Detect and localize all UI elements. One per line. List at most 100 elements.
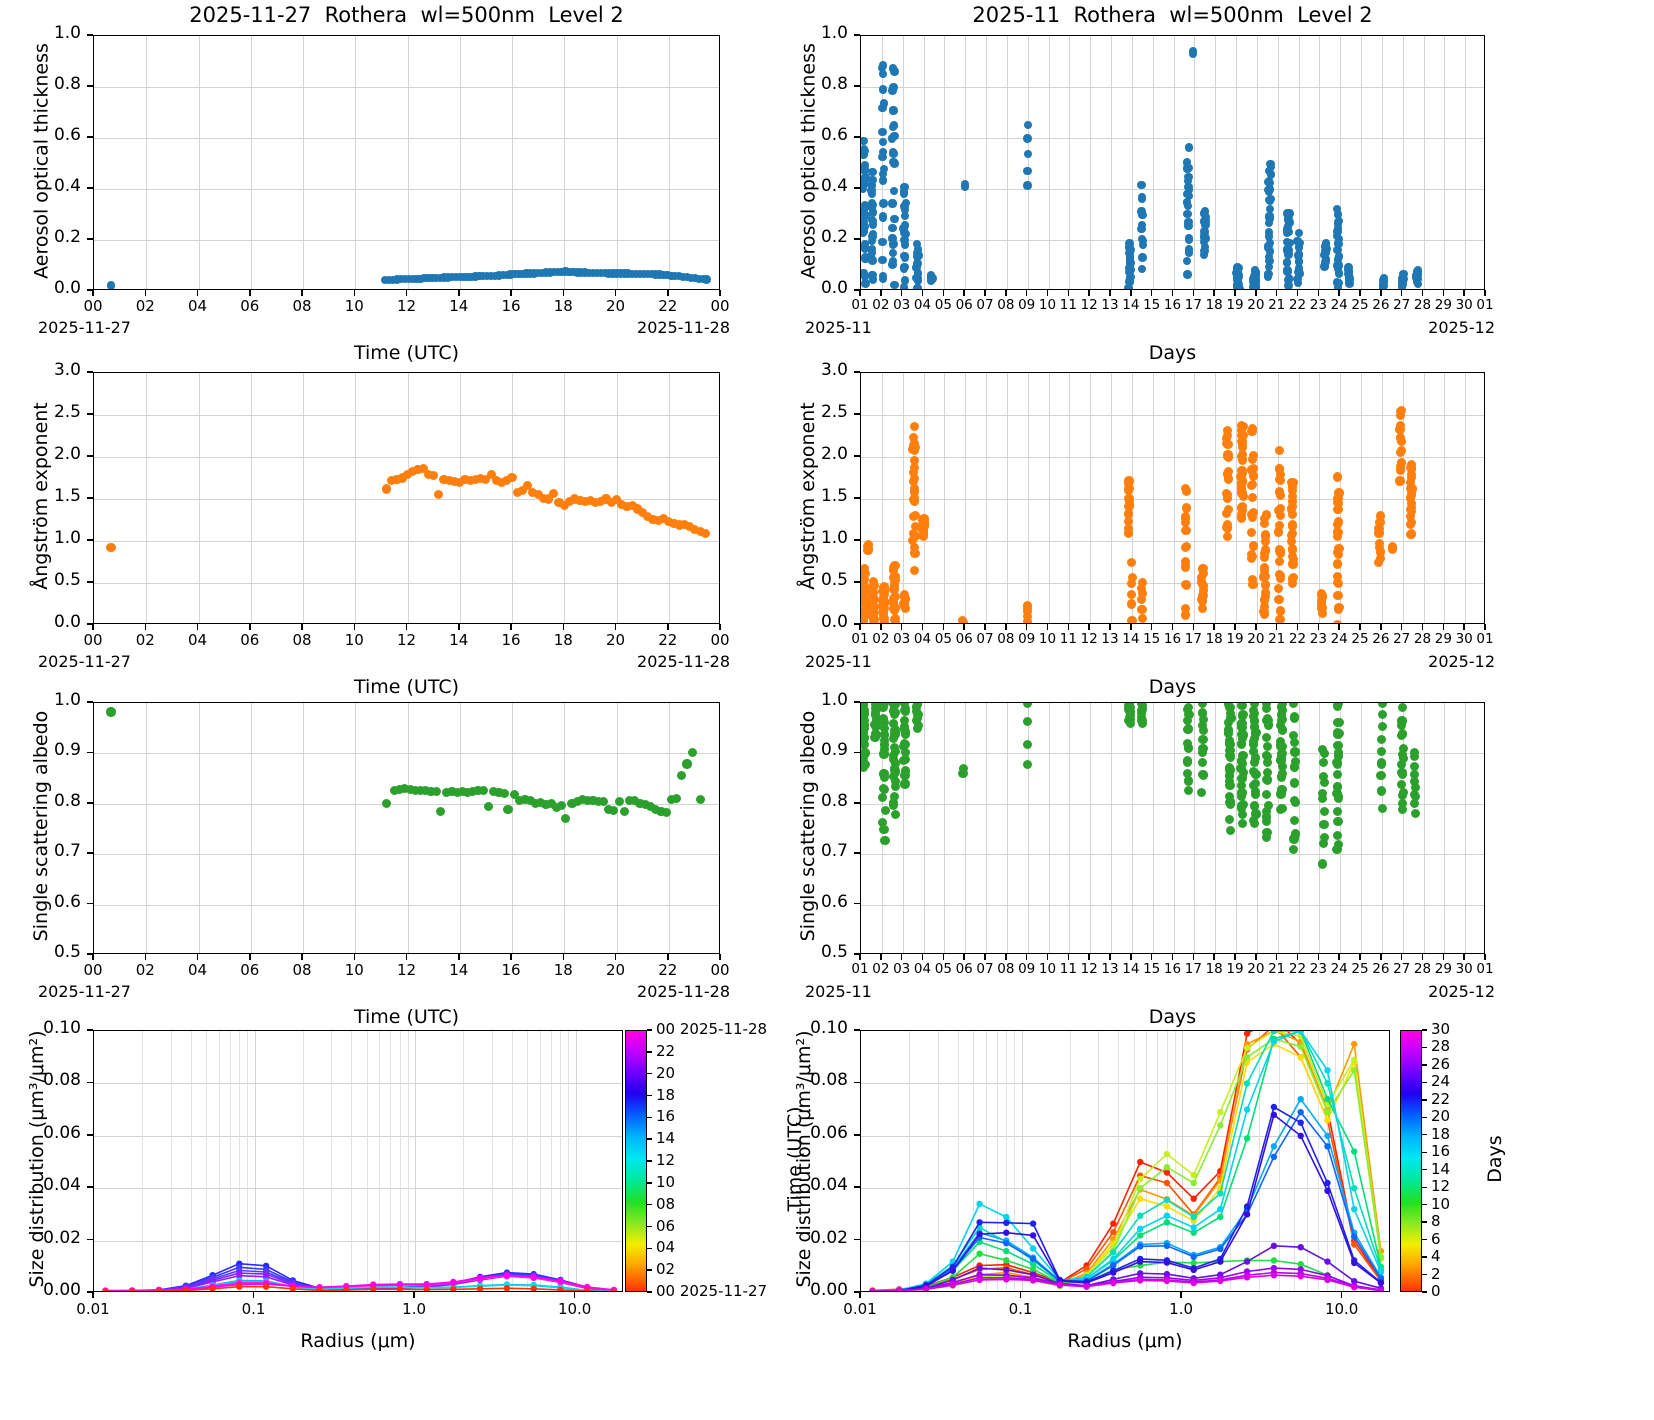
monthly_angstrom-data-point <box>1288 482 1298 492</box>
monthly_angstrom-gridline-h <box>861 541 1484 542</box>
monthly_ssa-gridline-v <box>1194 703 1196 953</box>
monthly_aot-data-point <box>879 99 888 108</box>
daily_ssa-ytick-mark <box>87 902 93 905</box>
monthly_ssa-data-point <box>1261 789 1271 800</box>
monthly_aot-gridline-v <box>1215 36 1217 289</box>
monthly_sizedist-ytick-mark <box>854 1186 860 1188</box>
monthly_angstrom-data-point <box>1237 437 1248 447</box>
monthly_aot-data-point <box>1284 275 1293 285</box>
monthly_sizedist-series-marker <box>1190 1179 1197 1187</box>
monthly_ssa-data-point <box>1278 761 1288 771</box>
monthly_sizedist-series-marker <box>976 1200 983 1208</box>
monthly_sizedist-series-line <box>872 1031 1382 1291</box>
monthly_angstrom-data-point <box>1275 546 1285 556</box>
monthly_angstrom-data-point <box>1288 544 1298 554</box>
monthly_ssa-ytick-mark <box>854 802 860 804</box>
monthly_ssa-xtick-mark <box>1296 954 1299 960</box>
daily_ssa-xtick-mark <box>719 954 721 960</box>
daily_angstrom-data-point <box>575 496 585 506</box>
daily_angstrom-data-point <box>617 500 627 510</box>
daily_angstrom-xtick-mark <box>510 624 512 630</box>
monthly_angstrom-data-point <box>1333 604 1344 614</box>
daily_ssa-xtick-mark <box>562 954 564 960</box>
monthly_angstrom-data-point <box>1395 476 1405 486</box>
monthly_ssa-data-point <box>878 793 888 803</box>
monthly_ssa-xtick-label: 03 <box>893 961 911 977</box>
daily_ssa-data-point <box>382 798 392 808</box>
monthly_ssa-xtick-label: 16 <box>1163 961 1182 977</box>
monthly_aot-data-point <box>888 260 897 269</box>
daily_sizedist-gridline-h <box>94 1188 622 1190</box>
daily_sizedist-gridline-v <box>540 1031 542 1291</box>
monthly_angstrom-gridline-h <box>861 415 1484 416</box>
daily_angstrom-data-point <box>559 501 569 511</box>
monthly_ssa-data-point <box>1333 831 1343 841</box>
monthly_ssa-data-point <box>958 763 968 773</box>
monthly_aot-data-point <box>889 186 899 195</box>
monthly_sizedist-series-line <box>872 1031 1382 1291</box>
monthly_ssa-xtick-label: 23 <box>1309 961 1327 977</box>
daily_ssa-data-point <box>567 799 577 809</box>
monthly_sizedist-series-marker <box>1270 1031 1278 1035</box>
daily_angstrom-data-point <box>429 470 439 481</box>
monthly_aot-data-point <box>879 147 888 157</box>
monthly_sizedist-series-marker <box>1324 1143 1331 1150</box>
monthly_sizedist-series-marker <box>1270 1153 1278 1160</box>
monthly_sizedist-series-marker <box>1243 1044 1251 1052</box>
monthly_ssa-data-point <box>871 703 882 709</box>
daily_angstrom-data-point <box>685 522 695 532</box>
monthly_angstrom-gridline-h <box>861 457 1484 458</box>
monthly_aot-data-point <box>1125 239 1134 248</box>
monthly_sizedist-xtick-mark <box>1180 1292 1182 1298</box>
daily_sizedist-series-marker <box>102 1288 109 1291</box>
monthly_angstrom-data-point <box>1138 589 1148 599</box>
monthly_aot-gridline-v <box>1152 36 1154 289</box>
monthly_aot-xtick-label: 09 <box>1018 297 1036 313</box>
monthly_sizedist-gridline-v <box>1157 1031 1159 1291</box>
monthly_angstrom-data-point <box>1395 447 1405 457</box>
monthly_ssa-data-point <box>1410 809 1421 819</box>
monthly_ssa-data-point <box>1184 703 1194 713</box>
daily_ssa-xtick-mark <box>458 954 460 960</box>
monthly_ssa-data-point <box>899 706 909 716</box>
monthly_ssa-data-point <box>880 806 890 816</box>
monthly_sizedist-ytick-mark <box>854 1029 860 1031</box>
daily_ssa-data-point <box>695 794 705 804</box>
monthly_sizedist-colorbar-tick-mark <box>1422 1099 1427 1101</box>
monthly_ssa-data-point <box>1318 794 1328 804</box>
monthly_aot-data-point <box>867 181 876 190</box>
monthly_ssa-gridline-v <box>1381 703 1383 953</box>
monthly_ssa-data-point <box>1318 744 1328 755</box>
monthly_aot-gridline-v <box>1319 36 1321 289</box>
monthly_aot-xtick-mark <box>1338 290 1340 296</box>
monthly_sizedist-series-line <box>872 1031 1382 1291</box>
monthly_ssa-data-point <box>888 734 898 744</box>
monthly_sizedist-series-marker <box>1324 1179 1331 1187</box>
daily_ssa-data-point <box>677 770 687 781</box>
monthly_sizedist-series-marker <box>1029 1255 1037 1263</box>
monthly_angstrom-data-point <box>1287 530 1297 541</box>
monthly_sizedist-colorbar-tick-mark <box>1422 1273 1427 1276</box>
monthly_aot-data-point <box>900 236 909 245</box>
monthly_ssa-data-point <box>1376 758 1387 768</box>
monthly_aot-xtick-label: 08 <box>997 297 1015 313</box>
monthly_ssa-data-point <box>1334 729 1344 739</box>
monthly_sizedist-series-marker <box>1137 1175 1144 1183</box>
monthly_aot-data-point <box>861 268 868 278</box>
monthly_angstrom-xtick-label: 08 <box>997 631 1015 647</box>
monthly_aot-data-point <box>1294 264 1303 273</box>
daily_ssa-gridline-v <box>355 703 357 953</box>
monthly_ssa-data-point <box>890 782 900 792</box>
monthly_angstrom-data-point <box>1247 423 1258 434</box>
monthly_ssa-data-point <box>1333 817 1344 827</box>
monthly_angstrom-data-point <box>1287 551 1297 562</box>
monthly_ssa-data-point <box>1332 789 1342 799</box>
monthly_sizedist-ytick-label: 0.02 <box>810 1227 848 1248</box>
monthly_ssa-gridline-v <box>1152 703 1154 953</box>
monthly_ssa-gridline-v <box>923 703 925 953</box>
monthly_angstrom-data-point <box>1406 498 1416 508</box>
monthly_angstrom-xtick-label: 10 <box>1038 631 1057 647</box>
monthly_sizedist-ytick-mark <box>854 1081 860 1084</box>
monthly_aot-data-point <box>890 280 899 289</box>
daily_ssa-gridline-h <box>94 904 719 906</box>
